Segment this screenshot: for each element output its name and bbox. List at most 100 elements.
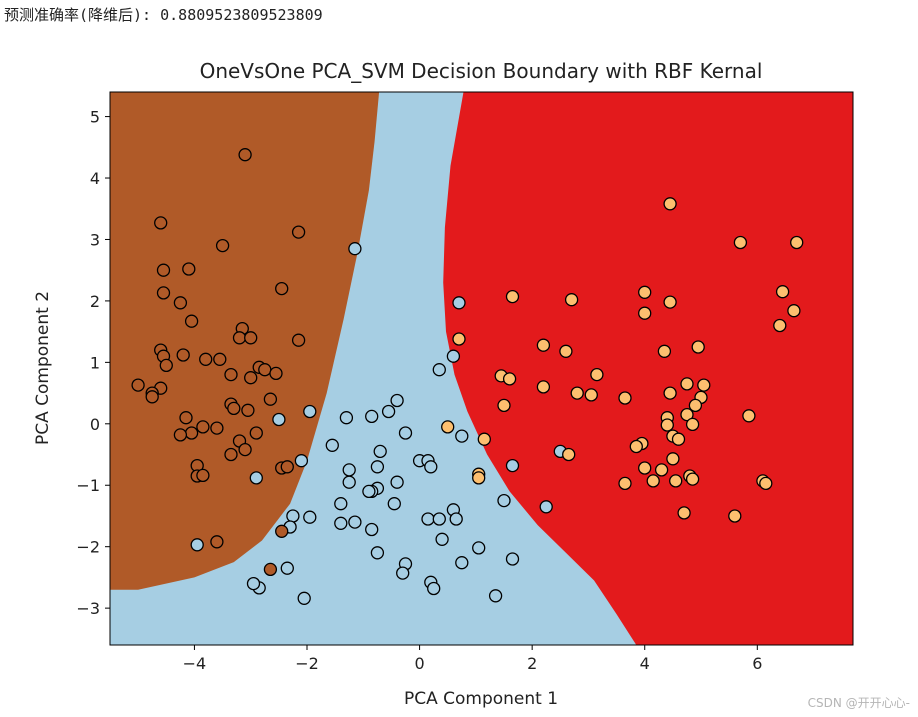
data-point-series2-37 [477, 432, 491, 446]
data-point-series1-1 [452, 296, 466, 310]
data-point-series2-48 [646, 474, 660, 488]
data-point-series2-45 [654, 463, 669, 477]
data-point-series2-13 [559, 344, 573, 358]
y-tick-label: 3 [90, 230, 100, 249]
data-point-series2-24 [618, 391, 632, 405]
data-point-series1-48 [488, 589, 503, 603]
data-point-series1-6 [365, 409, 379, 424]
data-point-series2-40 [666, 452, 680, 466]
data-point-series2-6 [663, 295, 677, 309]
data-point-series1-0 [348, 242, 362, 256]
data-point-series2-3 [505, 289, 520, 304]
data-point-series1-9 [398, 426, 413, 440]
x-tick-label: 0 [414, 654, 424, 673]
data-point-series1-36 [348, 515, 362, 529]
data-point-series1-32 [286, 509, 300, 523]
x-tick-label: 2 [527, 654, 537, 673]
x-tick-label: −4 [183, 654, 207, 673]
data-point-series0-0 [238, 148, 252, 162]
x-axis-label: PCA Component 1 [404, 689, 558, 709]
data-point-series0-16 [176, 348, 190, 362]
data-point-series1-15 [294, 454, 309, 468]
data-point-series1-54 [539, 500, 553, 514]
data-point-series2-19 [536, 380, 551, 394]
data-point-series1-27 [421, 512, 435, 526]
data-point-series1-8 [381, 404, 396, 419]
x-tick-label: 4 [640, 654, 650, 673]
data-point-series2-50 [618, 476, 632, 491]
data-point-series2-33 [685, 417, 700, 432]
data-point-series0-7 [275, 281, 289, 296]
data-point-series1-30 [449, 512, 463, 526]
data-point-series1-2 [432, 363, 446, 377]
data-point-series0-31 [227, 401, 241, 416]
data-point-series0-2 [215, 238, 230, 253]
data-point-series1-14 [455, 429, 469, 443]
data-point-series0-33 [179, 411, 193, 425]
data-point-series1-39 [370, 546, 385, 560]
data-point-series0-18 [213, 352, 227, 366]
data-point-series2-39 [629, 439, 643, 454]
data-point-series1-20 [342, 475, 356, 489]
data-point-series2-0 [663, 197, 677, 211]
data-point-series1-56 [190, 538, 204, 552]
data-point-series0-22 [258, 363, 272, 377]
data-point-series2-44 [638, 461, 652, 475]
data-point-series1-43 [280, 561, 294, 575]
data-point-series1-19 [424, 460, 438, 474]
y-tick-label: 0 [90, 415, 100, 434]
data-point-series0-29 [263, 392, 278, 406]
y-tick-label: −1 [76, 476, 100, 495]
data-point-series2-18 [590, 367, 604, 382]
data-point-series0-24 [224, 367, 238, 382]
data-point-series1-45 [246, 576, 261, 591]
data-point-series2-34 [441, 420, 455, 434]
data-point-series2-28 [497, 398, 511, 413]
data-point-series1-40 [472, 541, 486, 555]
data-point-series1-16 [342, 463, 356, 477]
data-point-series1-24 [362, 484, 376, 499]
data-point-series0-41 [224, 447, 238, 462]
data-point-series2-22 [570, 386, 584, 400]
data-point-series2-20 [680, 377, 694, 391]
data-point-series2-53 [677, 506, 691, 520]
data-point-series0-11 [232, 331, 247, 345]
data-point-series2-4 [564, 293, 579, 307]
data-point-series2-25 [663, 386, 677, 400]
data-point-series0-32 [241, 403, 255, 417]
chart-title: OneVsOne PCA_SVM Decision Boundary with … [200, 59, 763, 83]
data-point-series0-8 [173, 296, 188, 310]
data-point-series0-6 [156, 286, 171, 300]
data-point-series1-26 [387, 497, 401, 511]
data-point-series2-17 [502, 372, 517, 386]
data-point-series0-35 [210, 421, 224, 435]
data-point-series1-38 [435, 532, 449, 546]
data-point-series2-14 [657, 344, 672, 358]
data-point-series1-25 [334, 497, 348, 511]
data-point-series3-1 [275, 524, 289, 538]
data-point-series2-29 [680, 407, 694, 422]
data-point-series0-34 [196, 420, 210, 434]
data-point-series2-1 [733, 235, 748, 250]
data-point-series2-47 [685, 472, 700, 486]
data-point-series0-37 [249, 426, 263, 440]
data-point-series0-28 [145, 390, 159, 404]
data-point-series2-31 [742, 409, 756, 423]
data-point-series1-28 [432, 512, 446, 526]
data-point-series2-15 [691, 340, 705, 354]
data-point-series1-49 [297, 591, 311, 605]
data-point-series2-43 [562, 447, 576, 462]
y-tick-label: 1 [90, 353, 100, 372]
data-point-series2-9 [787, 304, 801, 318]
data-point-series0-38 [173, 428, 188, 442]
data-point-series1-11 [272, 412, 286, 427]
data-point-series1-4 [303, 404, 317, 419]
y-tick-label: 2 [90, 292, 100, 311]
data-point-series0-5 [182, 262, 196, 276]
y-tick-label: 5 [90, 108, 100, 127]
data-point-series1-5 [339, 411, 354, 425]
data-point-series2-23 [584, 388, 598, 402]
data-point-series0-47 [210, 535, 224, 549]
data-point-series2-27 [688, 398, 703, 413]
